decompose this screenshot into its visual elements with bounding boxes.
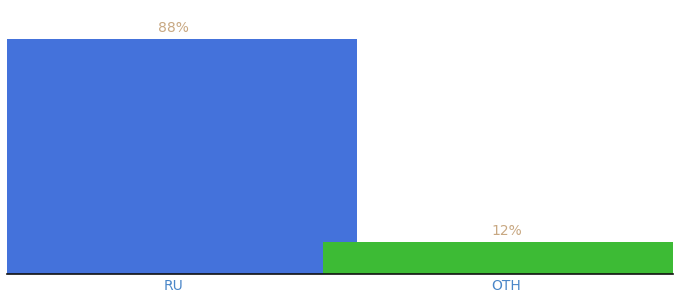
Bar xyxy=(324,242,680,274)
Text: 88%: 88% xyxy=(158,21,189,35)
Bar xyxy=(0,39,356,274)
Text: 12%: 12% xyxy=(491,224,522,238)
